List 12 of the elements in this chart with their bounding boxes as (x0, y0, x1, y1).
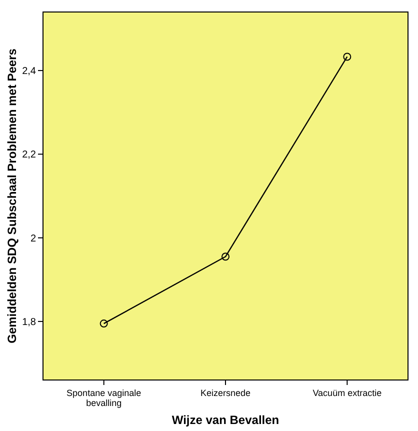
point (343, 52, 352, 61)
x-tick-label: Keizersnede (200, 388, 251, 398)
y-tick-label: 2 (30, 233, 36, 244)
y-tick-label: 2,4 (22, 66, 36, 78)
y-tick-label: 1,8 (22, 316, 36, 328)
y-tick-label: 2,2 (22, 150, 36, 161)
x-axis-title: Wijze van Bevallen (172, 413, 280, 427)
y-axis-title: Gemiddelden SDQ Subschaal Problemen met Peers (5, 48, 19, 344)
x-tick-label: Vacuüm extractie (312, 388, 382, 398)
point (100, 320, 108, 328)
point (222, 252, 230, 261)
x-tick-label: Spontane vaginale bevalling (66, 388, 142, 408)
